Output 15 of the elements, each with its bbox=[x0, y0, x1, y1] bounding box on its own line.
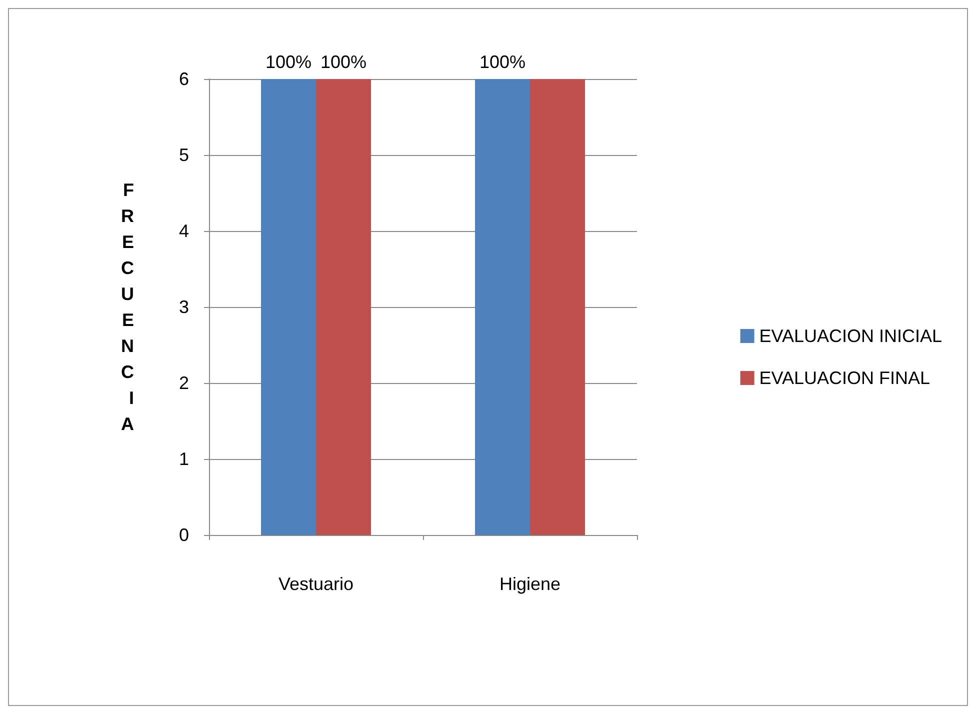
y-tick-label: 0 bbox=[178, 525, 189, 545]
annotation: 100% bbox=[265, 52, 312, 72]
x-tick-label: Higiene bbox=[499, 574, 561, 594]
y-tick-label: 3 bbox=[178, 297, 189, 317]
y-tick-label: 5 bbox=[178, 145, 189, 165]
x-tick-label: Vestuario bbox=[278, 574, 354, 594]
y-tick-label: 1 bbox=[178, 449, 189, 469]
annotation: 100% bbox=[479, 52, 526, 72]
legend-label: EVALUACION INICIAL bbox=[759, 326, 942, 346]
y-tick-label: 6 bbox=[178, 69, 189, 89]
annotation: 100% bbox=[320, 52, 367, 72]
text: FRECUENCIA bbox=[121, 180, 134, 434]
legend-label: EVALUACION FINAL bbox=[759, 368, 930, 388]
y-tick-label: 4 bbox=[178, 221, 189, 241]
y-tick-label: 2 bbox=[178, 373, 189, 393]
